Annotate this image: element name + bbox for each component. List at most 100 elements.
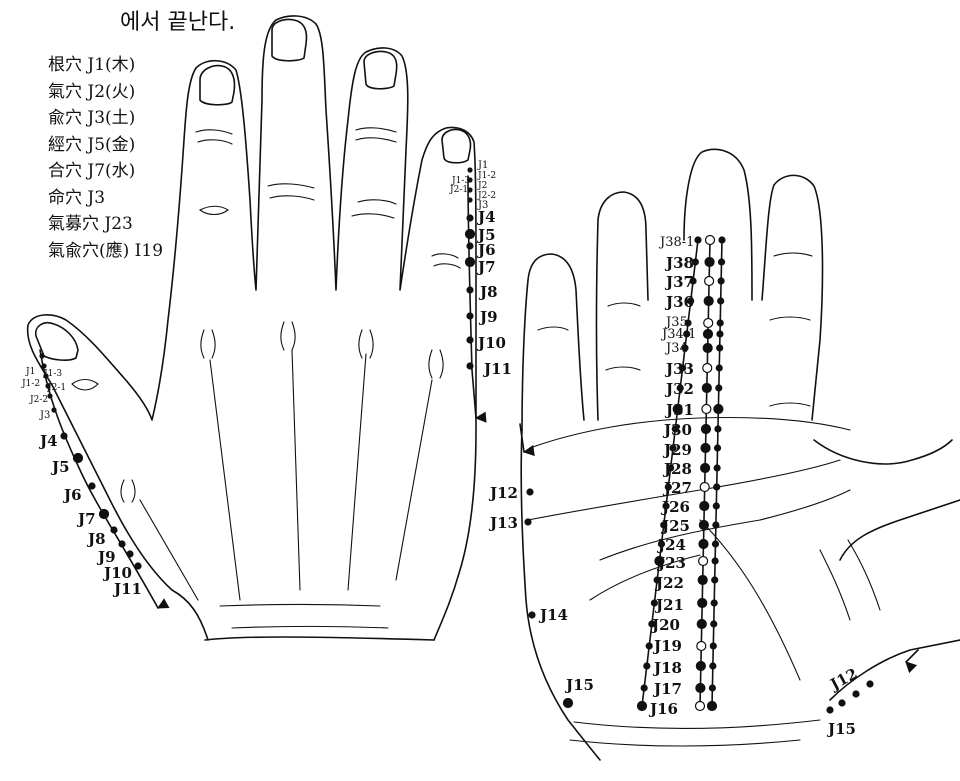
acupoint-marker (711, 557, 719, 565)
point-label: J10 (476, 334, 506, 352)
acupoint-marker (713, 464, 721, 472)
legend-item: 經穴 J5(金) (48, 134, 136, 155)
acupoint-marker (697, 597, 708, 609)
point-label: J23 (656, 554, 686, 572)
acupoint-marker (466, 362, 474, 370)
acupoint-marker (711, 576, 719, 584)
legend-item: 氣募穴 J23 (48, 214, 133, 234)
acupoint-marker (694, 700, 706, 712)
point-label: J11 (482, 360, 512, 378)
point-label: J5 (50, 458, 70, 476)
legend-item: 根穴 J1(木) (48, 55, 136, 75)
point-label: J1-2 (477, 171, 496, 181)
acupoint-marker (464, 228, 476, 240)
point-label: J4 (38, 432, 58, 450)
acupoint-marker (703, 317, 714, 329)
acupoint-marker (466, 336, 474, 344)
palm-outline (520, 148, 960, 761)
back-hand-outline (26, 15, 477, 641)
acupoint-marker (653, 576, 661, 584)
point-label: J5 (476, 226, 496, 244)
acupoint-marker (687, 297, 695, 305)
acupoint-marker (698, 519, 709, 531)
point-label: J1 (477, 160, 488, 171)
point-label: J3 (477, 200, 488, 211)
acupoint-marker (667, 464, 675, 472)
acupoint-marker (467, 177, 473, 183)
acupoint-marker (467, 167, 473, 173)
acupoint-marker (701, 403, 712, 415)
acupoint-marker (88, 482, 96, 490)
point-label: J2-1 (449, 185, 468, 195)
point-label: J18 (652, 659, 682, 677)
acupoint-marker (702, 342, 713, 354)
point-label: J38 (664, 254, 694, 272)
acupoint-marker (98, 508, 110, 520)
point-label: J1 (25, 367, 35, 377)
point-label: J26 (660, 498, 690, 516)
acupoint-marker (704, 256, 715, 268)
point-label: J2 (477, 181, 487, 191)
acupoint-marker (694, 236, 702, 244)
acupoint-marker (466, 286, 474, 294)
acupoint-marker (699, 500, 710, 512)
point-label: J1-3 (43, 369, 62, 379)
back-hand-points (39, 167, 476, 570)
acupoint-marker (699, 481, 710, 493)
point-label: J7 (476, 258, 496, 276)
point-label: J7 (76, 510, 96, 528)
acupoint-marker (654, 555, 665, 567)
acupoint-marker (695, 682, 706, 694)
point-label: J16 (648, 700, 678, 718)
point-label: J10 (102, 564, 132, 582)
point-label: J6 (476, 241, 496, 259)
point-label: J31 (664, 401, 694, 419)
acupoint-marker (716, 330, 724, 338)
point-label: J34 (664, 341, 688, 356)
acupoint-marker (689, 277, 697, 285)
acupoint-marker (684, 319, 692, 327)
point-label: J19 (652, 637, 682, 655)
acupoint-marker (716, 319, 724, 327)
point-label: J38-1 (658, 235, 694, 250)
point-label: J4 (476, 208, 496, 226)
acupoint-marker (700, 462, 711, 474)
acupoint-marker (636, 700, 648, 712)
acupoint-marker (712, 502, 720, 510)
acupoint-marker (134, 562, 142, 570)
acupoint-marker (640, 684, 648, 692)
acupoint-marker (709, 662, 717, 670)
acupoint-marker (718, 236, 726, 244)
acupoint-marker (466, 242, 474, 250)
acupoint-marker (700, 442, 711, 454)
acupoint-marker (715, 364, 723, 372)
acupoint-marker (466, 214, 474, 222)
acupoint-marker (681, 344, 689, 352)
acupoint-marker (713, 483, 721, 491)
acupoint-marker (717, 258, 726, 266)
acupoint-marker (683, 330, 691, 338)
point-label: J9 (96, 548, 116, 566)
acupoint-marker (704, 275, 715, 287)
legend-item: 命穴 J3 (48, 187, 106, 208)
acupoint-marker (710, 620, 718, 628)
acupoint-marker (126, 550, 134, 558)
legend-item: 氣兪穴(應) I19 (48, 240, 164, 261)
acupoint-marker (696, 618, 707, 630)
point-label: J21 (654, 596, 684, 614)
point-label: J27 (662, 479, 692, 497)
acupoint-marker (852, 690, 860, 698)
acupoint-marker (562, 697, 574, 709)
acupoint-marker (524, 518, 532, 526)
acupoint-marker (866, 680, 874, 688)
point-label: J30 (662, 421, 692, 439)
point-label: J32 (664, 380, 694, 398)
acupoint-marker (709, 642, 717, 650)
acupoint-marker (713, 403, 724, 415)
point-label: J20 (650, 616, 680, 634)
acupoint-marker (643, 662, 651, 670)
point-label: J33 (664, 360, 694, 378)
point-label: J8 (478, 283, 498, 301)
acupoint-marker (700, 423, 712, 435)
